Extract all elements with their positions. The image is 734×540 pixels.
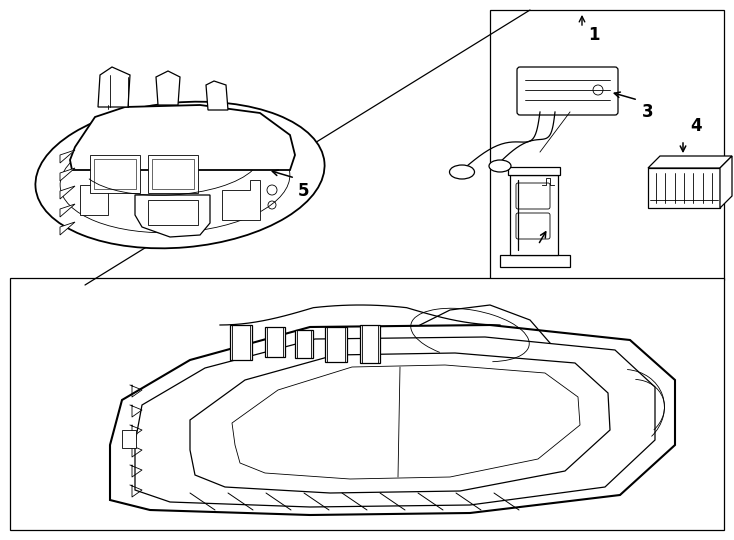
Text: 4: 4 <box>690 117 702 135</box>
Polygon shape <box>490 10 724 280</box>
Bar <box>152 159 194 189</box>
Ellipse shape <box>35 102 324 248</box>
Text: 5: 5 <box>298 182 310 200</box>
Ellipse shape <box>489 160 511 172</box>
Polygon shape <box>206 81 228 110</box>
Polygon shape <box>508 167 560 175</box>
Polygon shape <box>648 168 720 208</box>
Polygon shape <box>98 67 130 107</box>
Polygon shape <box>232 365 580 479</box>
Bar <box>94 159 136 189</box>
Polygon shape <box>80 185 108 215</box>
Polygon shape <box>230 325 252 360</box>
Polygon shape <box>325 327 347 362</box>
Text: 1: 1 <box>588 26 600 44</box>
Bar <box>90 155 140 193</box>
Polygon shape <box>295 330 313 358</box>
Polygon shape <box>500 255 570 267</box>
Polygon shape <box>265 327 285 357</box>
Polygon shape <box>70 105 295 170</box>
Bar <box>148 200 198 225</box>
Polygon shape <box>110 325 675 515</box>
Polygon shape <box>360 325 380 363</box>
Polygon shape <box>60 204 75 217</box>
Polygon shape <box>10 278 724 530</box>
Ellipse shape <box>60 127 290 233</box>
FancyBboxPatch shape <box>516 213 550 239</box>
Polygon shape <box>135 337 655 507</box>
Bar <box>148 155 198 193</box>
Polygon shape <box>60 222 75 235</box>
Polygon shape <box>720 156 732 208</box>
Polygon shape <box>510 175 558 255</box>
Polygon shape <box>648 156 732 168</box>
Bar <box>122 430 136 448</box>
FancyBboxPatch shape <box>516 183 550 209</box>
Polygon shape <box>60 150 75 163</box>
Polygon shape <box>135 195 210 237</box>
Polygon shape <box>156 71 180 105</box>
Ellipse shape <box>449 165 474 179</box>
Text: 3: 3 <box>642 103 653 121</box>
Polygon shape <box>190 353 610 493</box>
Polygon shape <box>222 180 260 220</box>
FancyBboxPatch shape <box>517 67 618 115</box>
Text: 2: 2 <box>542 248 553 266</box>
Polygon shape <box>60 186 75 199</box>
Polygon shape <box>60 168 75 181</box>
